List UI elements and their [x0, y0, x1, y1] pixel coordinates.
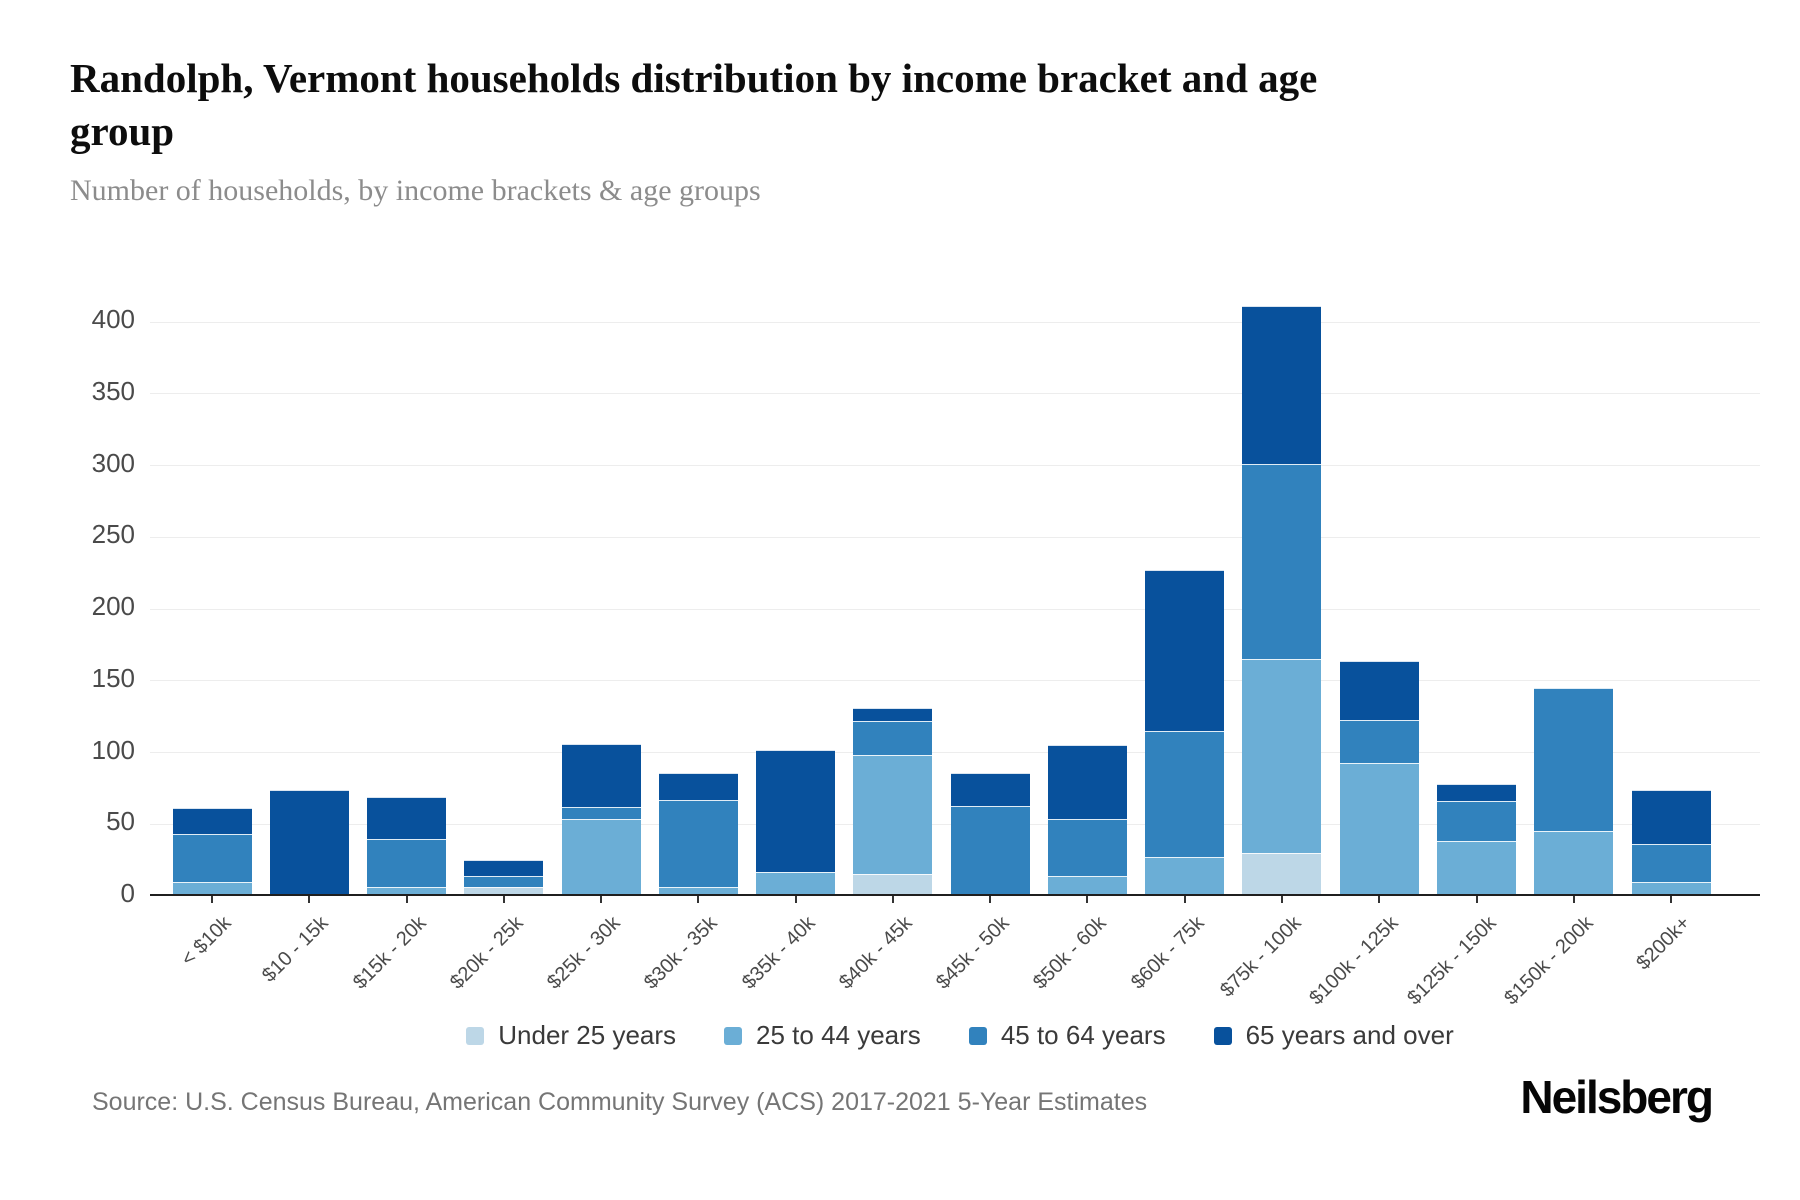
bar-segment[interactable]	[1534, 831, 1614, 896]
bar-segment[interactable]	[853, 874, 933, 896]
legend-item[interactable]: 25 to 44 years	[724, 1020, 921, 1051]
bar-segment[interactable]	[1242, 659, 1322, 853]
bar-segment[interactable]	[1437, 784, 1516, 802]
x-axis-tick	[600, 896, 603, 903]
bar-segment[interactable]	[464, 860, 544, 876]
legend-item[interactable]: Under 25 years	[466, 1020, 676, 1051]
x-axis-tick	[1183, 896, 1186, 903]
legend-label: 65 years and over	[1245, 1020, 1454, 1050]
bar-segment[interactable]	[172, 834, 252, 882]
x-axis-tick	[1475, 896, 1478, 903]
gridline	[150, 321, 1760, 323]
bar-segment[interactable]	[1145, 570, 1225, 731]
bar-segment[interactable]	[1242, 306, 1322, 465]
x-axis-line	[150, 894, 1760, 896]
gridline	[150, 536, 1760, 538]
bar-segment[interactable]	[172, 881, 252, 896]
x-axis-tick	[794, 896, 797, 903]
legend-swatch	[466, 1026, 485, 1045]
bar-segment[interactable]	[1339, 719, 1419, 763]
bar-segment[interactable]	[853, 708, 933, 721]
y-tick-label: 250	[91, 519, 135, 550]
legend-swatch	[1213, 1026, 1232, 1045]
bar-segment[interactable]	[756, 749, 836, 872]
gridline	[150, 608, 1760, 610]
legend-label: 25 to 44 years	[756, 1020, 921, 1050]
bar-segment[interactable]	[464, 887, 544, 896]
bar-segment[interactable]	[367, 887, 447, 896]
bar-segment[interactable]	[1631, 844, 1711, 882]
x-axis-tick	[405, 896, 408, 903]
bar-segment[interactable]	[1339, 660, 1419, 720]
x-axis-tick	[989, 896, 992, 903]
bar-segment[interactable]	[269, 789, 349, 896]
x-axis-tick	[1280, 896, 1283, 903]
x-axis-labels: < $10k $10 - 15k $15k - 20k $20k - 25k $25k …	[150, 904, 1760, 1009]
bar-segment[interactable]	[658, 799, 738, 888]
bar-segment[interactable]	[1631, 881, 1711, 896]
bar-segment[interactable]	[1437, 841, 1516, 896]
x-axis-tick	[1086, 896, 1089, 903]
chart-legend: Under 25 years 25 to 44 years 45 to 64 yea…	[120, 1020, 1800, 1051]
bar-segment[interactable]	[1242, 464, 1322, 660]
y-tick-label: 0	[120, 878, 135, 908]
x-axis-tick	[1572, 896, 1575, 903]
y-tick-label: 350	[91, 375, 135, 406]
bar-segment[interactable]	[172, 808, 252, 835]
y-tick-label: 100	[91, 734, 135, 765]
bar-segment[interactable]	[950, 772, 1030, 806]
bar-segment[interactable]	[1047, 745, 1127, 819]
bar-segment[interactable]	[367, 797, 447, 839]
bar-segment[interactable]	[1242, 852, 1322, 896]
bar-segment[interactable]	[561, 818, 641, 896]
neilsberg-logo: Neilsberg	[1520, 1071, 1714, 1123]
gridline	[150, 752, 1760, 753]
bar-segment[interactable]	[658, 887, 738, 896]
bar-segment[interactable]	[1534, 687, 1614, 832]
gridline	[150, 465, 1760, 466]
y-tick-label: 50	[106, 806, 135, 837]
gridline	[150, 680, 1760, 682]
bar-segment[interactable]	[561, 807, 641, 819]
legend-label: Under 25 years	[498, 1020, 677, 1050]
bar-segment[interactable]	[950, 805, 1030, 896]
source-note: Source: U.S. Census Bureau, American Com…	[92, 1088, 1148, 1116]
bar-segment[interactable]	[561, 743, 641, 808]
bar-segment[interactable]	[1339, 762, 1419, 896]
y-tick-label: 150	[91, 662, 135, 693]
legend-swatch	[968, 1026, 987, 1045]
x-axis-tick	[211, 896, 213, 903]
chart-subtitle: Number of households, by income brackets…	[70, 174, 761, 207]
x-axis-tick	[891, 896, 894, 903]
bar-segment[interactable]	[1437, 801, 1516, 842]
bar-segment[interactable]	[367, 838, 447, 888]
x-axis-tick	[1378, 896, 1381, 903]
plot-area	[150, 306, 1760, 903]
y-tick-label: 200	[91, 591, 135, 621]
bar-segment[interactable]	[658, 772, 738, 800]
bar-segment[interactable]	[1145, 731, 1225, 858]
x-axis-tick	[308, 896, 311, 903]
bar-segment[interactable]	[1145, 857, 1225, 896]
bar-segment[interactable]	[1631, 789, 1711, 845]
x-axis-tick	[1670, 896, 1673, 903]
bar-segment[interactable]	[1047, 818, 1127, 876]
legend-item[interactable]: 65 years and over	[1213, 1020, 1454, 1051]
legend-item[interactable]: 45 to 64 years	[968, 1020, 1166, 1051]
x-axis-tick	[697, 896, 700, 903]
bar-segment[interactable]	[1047, 875, 1127, 896]
legend-swatch	[724, 1026, 743, 1045]
legend-label: 45 to 64 years	[1000, 1020, 1166, 1050]
bar-segment[interactable]	[464, 875, 544, 888]
y-axis-labels: 0 50 100 150 200 250 300 350 400	[0, 304, 135, 908]
bar-segment[interactable]	[853, 755, 933, 875]
bar-segment[interactable]	[853, 720, 933, 756]
y-tick-label: 400	[91, 304, 135, 334]
gridline	[150, 393, 1760, 395]
bar-segment[interactable]	[756, 871, 836, 896]
chart-title: Randolph, Vermont households distributio…	[70, 55, 1318, 155]
y-tick-label: 300	[91, 447, 135, 478]
x-axis-tick	[502, 896, 505, 903]
